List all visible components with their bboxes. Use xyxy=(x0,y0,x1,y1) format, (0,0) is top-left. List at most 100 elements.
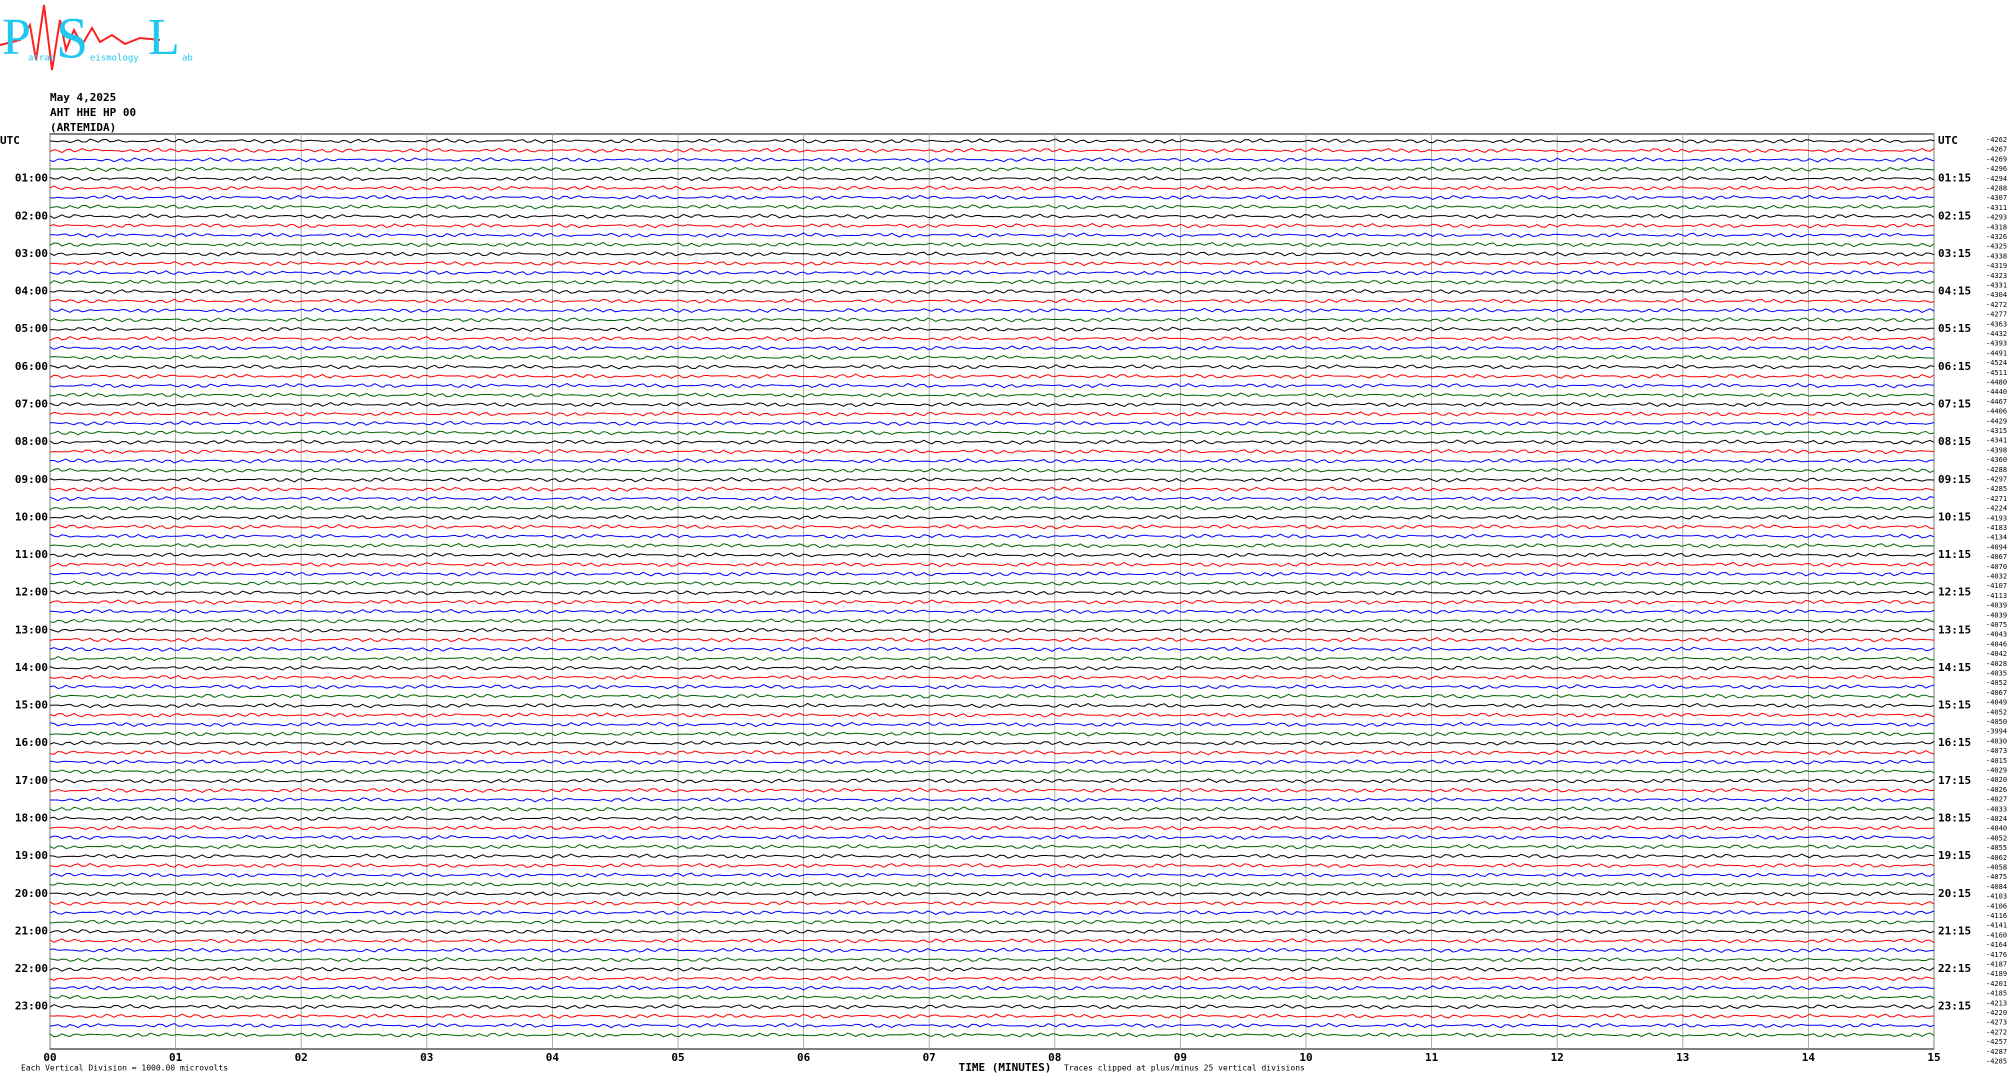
trace-offset: -4440 xyxy=(1986,388,2007,396)
trace-offset: -4029 xyxy=(1986,767,2007,775)
trace-offset: -4213 xyxy=(1986,999,2007,1007)
trace-offset: -4070 xyxy=(1986,563,2007,571)
row-label: 05:00 xyxy=(15,322,48,335)
trace-offset: -4052 xyxy=(1986,679,2007,687)
row-label: 10:00 xyxy=(15,510,48,523)
trace-offset: -4406 xyxy=(1986,408,2007,416)
trace xyxy=(49,439,1935,445)
trace-offset: -4040 xyxy=(1986,825,2007,833)
trace-offset: -4106 xyxy=(1986,902,2007,910)
trace xyxy=(49,928,1935,935)
row-label: 09:15 xyxy=(1938,473,1971,486)
trace-offset: -4103 xyxy=(1986,893,2007,901)
trace-offset: -4288 xyxy=(1986,185,2007,193)
trace-offset: -4297 xyxy=(1986,476,2007,484)
trace xyxy=(49,909,1935,916)
trace xyxy=(49,862,1935,869)
trace xyxy=(49,533,1935,539)
trace xyxy=(49,138,1935,144)
trace xyxy=(49,345,1935,351)
logo-word: ab xyxy=(182,54,193,64)
trace-offset: -4094 xyxy=(1986,543,2007,551)
row-label: 15:00 xyxy=(15,699,48,712)
trace xyxy=(49,364,1935,370)
trace-offset: -3994 xyxy=(1986,728,2007,736)
trace xyxy=(49,599,1935,605)
trace-offset: -4084 xyxy=(1986,883,2007,891)
trace xyxy=(49,975,1935,982)
trace xyxy=(49,759,1935,765)
row-label: 18:00 xyxy=(15,812,48,825)
x-tick-label: 00 xyxy=(43,1051,56,1064)
trace-offset: -4107 xyxy=(1986,582,2007,590)
trace xyxy=(49,637,1935,643)
row-label: 19:15 xyxy=(1938,849,1971,862)
trace-offset: -4035 xyxy=(1986,670,2007,678)
trace xyxy=(49,514,1935,521)
logo-letter: L xyxy=(148,9,180,66)
row-label: 18:15 xyxy=(1938,812,1971,825)
row-label: 06:15 xyxy=(1938,360,1971,373)
trace-offset: -4039 xyxy=(1986,602,2007,610)
trace xyxy=(50,458,1935,464)
date: May 4,2025 xyxy=(50,91,116,104)
row-label: 03:15 xyxy=(1938,247,1971,260)
trace xyxy=(49,175,1935,182)
note: Each Vertical Division = 1000.00 microvo… xyxy=(21,1064,228,1073)
trace xyxy=(49,844,1935,850)
trace-offset: -4039 xyxy=(1986,611,2007,619)
trace-offset: -4055 xyxy=(1986,844,2007,852)
row-label: 13:00 xyxy=(15,623,48,636)
x-tick-label: 13 xyxy=(1676,1051,1689,1064)
logo-word: eismology xyxy=(90,54,139,64)
row-label: 20:00 xyxy=(15,887,48,900)
trace-offset: -4113 xyxy=(1986,592,2007,600)
trace xyxy=(49,411,1935,417)
x-tick-label: 08 xyxy=(1048,1051,1061,1064)
trace-offset: -4046 xyxy=(1986,640,2007,648)
row-label: 11:00 xyxy=(15,548,48,561)
row-label: 11:15 xyxy=(1938,548,1971,561)
trace xyxy=(49,834,1935,841)
row-label: 20:15 xyxy=(1938,887,1971,900)
trace-offset: -4269 xyxy=(1986,155,2007,163)
trace xyxy=(49,392,1935,398)
trace xyxy=(49,448,1935,455)
trace xyxy=(49,269,1935,276)
trace xyxy=(49,542,1935,549)
x-tick-label: 12 xyxy=(1551,1051,1564,1064)
trace xyxy=(49,590,1935,596)
trace xyxy=(49,430,1935,436)
trace-offset: -4307 xyxy=(1986,194,2007,202)
trace xyxy=(49,354,1935,361)
trace-offset: -4524 xyxy=(1986,359,2007,367)
trace-offset: -4319 xyxy=(1986,262,2007,270)
logo-letter: S xyxy=(56,5,88,70)
trace-offset: -4491 xyxy=(1986,349,2007,357)
row-label: 01:15 xyxy=(1938,172,1971,185)
trace-offset: -4480 xyxy=(1986,379,2007,387)
trace-offset: -4073 xyxy=(1986,747,2007,755)
trace-offset: -4141 xyxy=(1986,922,2007,930)
trace-offset: -4067 xyxy=(1986,689,2007,697)
trace-offset: -4164 xyxy=(1986,941,2007,949)
trace-offset: -4323 xyxy=(1986,272,2007,280)
trace xyxy=(49,1004,1935,1010)
row-label: 04:00 xyxy=(15,285,48,298)
trace-offset: -4467 xyxy=(1986,398,2007,406)
trace xyxy=(49,627,1935,634)
trace xyxy=(49,740,1935,746)
trace-offset: -4183 xyxy=(1986,524,2007,532)
row-label: 07:00 xyxy=(15,397,48,410)
trace xyxy=(49,731,1935,737)
trace-offset: -4338 xyxy=(1986,252,2007,260)
trace xyxy=(49,166,1934,172)
trace xyxy=(49,213,1935,219)
x-tick-label: 10 xyxy=(1299,1051,1312,1064)
row-label: UTC xyxy=(0,134,20,147)
trace xyxy=(49,684,1935,690)
trace-offset: -4285 xyxy=(1986,1058,2007,1066)
trace xyxy=(49,467,1935,474)
trace xyxy=(50,891,1935,897)
trace-offset: -4075 xyxy=(1986,621,2007,629)
